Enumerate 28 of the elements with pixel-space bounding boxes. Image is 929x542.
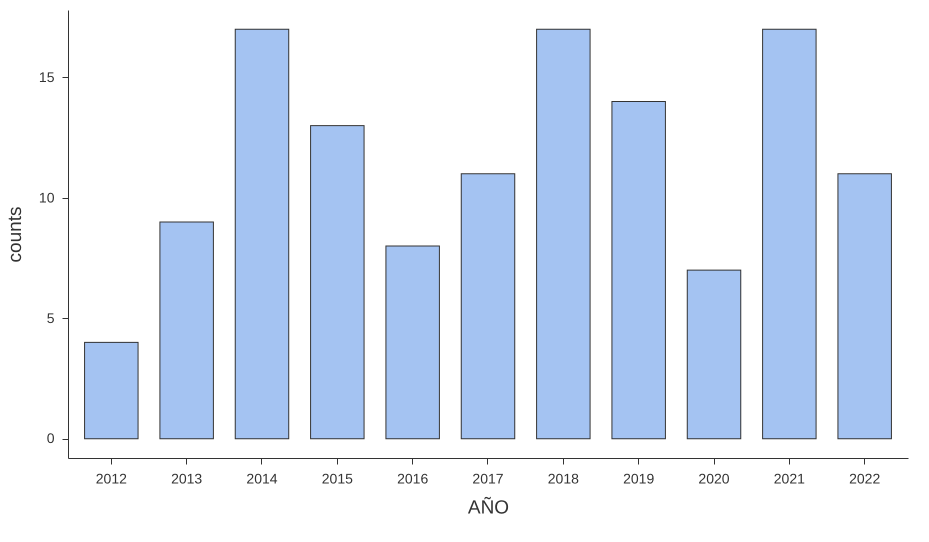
bar [686,270,742,440]
bar [84,342,139,440]
bar [611,101,666,440]
y-tick-label: 15 [38,68,55,85]
bar [536,28,591,440]
x-tick-label: 2016 [397,470,428,486]
x-tick-label: 2014 [246,470,278,486]
x-tick-label: 2020 [698,470,730,486]
bar [159,221,214,440]
y-tick-label: 10 [38,189,55,206]
y-tick-label: 5 [46,310,55,326]
x-tick-label: 2018 [548,470,580,486]
x-tick-label: 2022 [849,470,880,486]
bar [837,173,892,440]
x-tick-label: 2019 [623,470,654,486]
bar [460,173,516,440]
bar [762,28,817,440]
bar [310,125,365,440]
y-axis-title: counts [4,206,26,262]
y-tick-label: 0 [46,430,55,446]
x-tick-label: 2015 [322,470,354,486]
bar [234,28,290,440]
x-tick-label: 2012 [96,470,128,486]
x-tick-label: 2013 [171,470,202,486]
x-tick-label: 2017 [472,470,504,486]
x-tick-label: 2021 [774,470,806,486]
bar [385,246,440,440]
x-axis-title: AÑO [468,496,510,518]
